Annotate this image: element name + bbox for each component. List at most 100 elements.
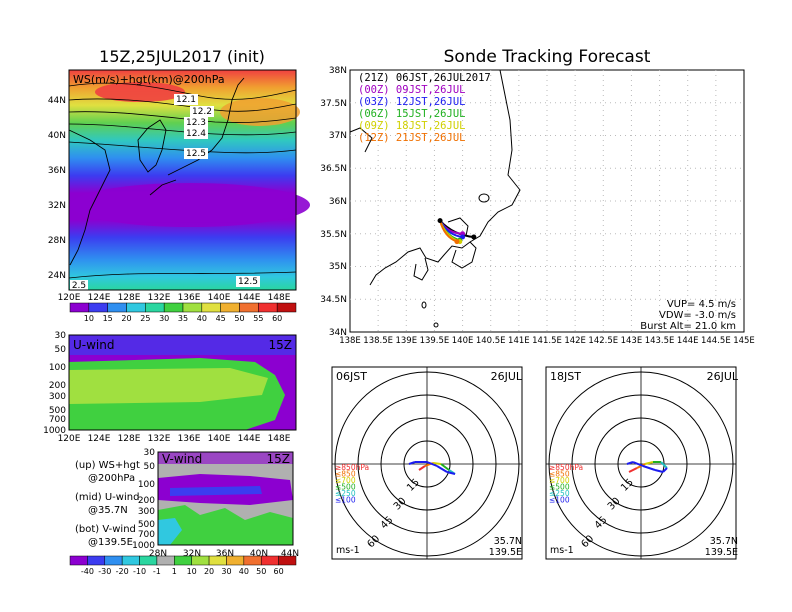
colorbar-tick: -30 (98, 567, 111, 576)
lon-tick: 148E (268, 434, 291, 444)
map-title: 15Z,25JUL2017 (init) (99, 47, 265, 66)
hodograph-18jst-text: 18JST 26JUL 35.7N 139.5E ms-1 (550, 370, 739, 558)
p-tick: 50 (144, 462, 156, 472)
ws-map-frame (68, 69, 297, 291)
lon-tick: 124E (88, 434, 111, 444)
p-tick: 100 (138, 480, 155, 490)
colorbar-tick: 30 (159, 314, 169, 323)
hodo-unit: ms-1 (550, 545, 574, 556)
lon-tick: 136E (178, 293, 201, 303)
colorbar-tick: 1 (172, 567, 177, 576)
lat-tick: 37.5N (320, 99, 347, 109)
launch-point (437, 218, 443, 224)
hodo-level-label: ≤700 (335, 476, 356, 485)
contour-label: 12.3 (186, 118, 206, 128)
lat-tick: 35.5N (320, 230, 347, 240)
colorbar-tick: 35 (178, 314, 188, 323)
v-field-neg-low (158, 518, 182, 545)
colorbar-tick: 40 (197, 314, 207, 323)
colorbar-tick: 20 (204, 567, 214, 576)
tracking-lat-ticks: 38N 37.5N 37N 36.5N 36N 35.5N 35N 34.5N … (320, 66, 347, 338)
lat-tick: 44N (281, 549, 299, 559)
colorbar-swatch (107, 302, 127, 313)
coastline-izu (413, 257, 429, 281)
lon-tick: 144E (238, 293, 261, 303)
lon-tick: 124E (88, 293, 111, 303)
colorbar-swatch (220, 302, 240, 313)
hodo-trace (432, 462, 442, 465)
p-tick: 1000 (132, 541, 155, 551)
u-wind-panel: U-wind 15Z (68, 334, 297, 431)
stat-burst: Burst Alt= 21.0 km (640, 321, 736, 332)
colorbar-swatch (156, 555, 175, 566)
v-field-top (158, 452, 293, 464)
hodo-trace (426, 461, 438, 467)
stat-vup: VUP= 4.5 m/s (667, 299, 736, 310)
p-tick: 300 (49, 392, 66, 402)
hodo-trace (654, 469, 664, 473)
note-line: @139.5E (88, 537, 133, 548)
v-wind-frame (157, 451, 294, 546)
hodo-trace (440, 463, 450, 471)
colorbar-swatch (191, 555, 210, 566)
u-field-core (69, 368, 268, 404)
coastline-honshu (369, 69, 521, 286)
hodo-level-label: ≤500 (335, 483, 356, 492)
lat-tick: 32N (48, 201, 66, 211)
contour-label: 12.5 (186, 149, 206, 159)
hodo-date: 26JUL (707, 370, 739, 383)
lon-tick: 141E (508, 336, 530, 346)
colorbar-tick: 50 (256, 567, 266, 576)
u-wind-time: 15Z (269, 338, 293, 352)
colorbar-tick: 60 (274, 567, 284, 576)
colorbar-swatch (87, 555, 106, 566)
hodo-trace (642, 465, 656, 471)
note-line: (bot) V-wind (75, 524, 136, 535)
coastline-bay (447, 217, 469, 237)
tracking-legend: (21Z) 06JST,26JUL2017 (00Z) 09JST,26JUL … (358, 72, 491, 144)
colorbar-swatch (258, 302, 278, 313)
lon-tick: 141.5E (532, 336, 562, 346)
hodo-trace (644, 461, 654, 465)
colorbar-tick: 55 (253, 314, 263, 323)
island (433, 322, 439, 328)
island (421, 301, 427, 309)
colorbar-swatch (278, 555, 297, 566)
lon-tick: 120E (58, 293, 81, 303)
lon-tick: 144E (677, 336, 699, 346)
u-wind-label: U-wind (73, 338, 114, 352)
colorbar-swatch (276, 302, 297, 313)
note-line: @200hPa (88, 473, 135, 484)
ws-colorbar-ticks: 10 15 20 25 30 35 40 45 50 55 60 (84, 314, 283, 323)
colorbar-swatch (243, 555, 262, 566)
colorbar-swatch (226, 555, 245, 566)
lat-tick: 44N (48, 96, 66, 106)
colorbar-swatch (201, 302, 221, 313)
colorbar-tick: -40 (81, 567, 94, 576)
hodo-ring (334, 371, 520, 557)
tracking-map (349, 69, 745, 333)
hodo-level-label: ≤250 (549, 489, 570, 498)
hodo-trace (446, 471, 456, 475)
hodo-trace (628, 467, 638, 473)
lon-tick: 142E (564, 336, 586, 346)
p-tick: 30 (144, 448, 156, 458)
lon-tick: 145E (733, 336, 755, 346)
ws-map-lon-ticks: 120E 124E 128E 132E 136E 140E 144E 148E (58, 293, 291, 303)
legend-entry: (09Z) 18JST,26JUL (358, 120, 465, 132)
p-tick: 200 (138, 496, 155, 506)
p-tick: 200 (49, 381, 66, 391)
colorbar-tick: -1 (153, 567, 161, 576)
lat-tick: 38N (329, 66, 347, 76)
lat-tick: 28N (149, 549, 167, 559)
colorbar-swatch (239, 302, 259, 313)
p-tick: 100 (49, 363, 66, 373)
legend-entry: (06Z) 15JST,26JUL (358, 108, 465, 120)
lat-tick: 24N (48, 271, 66, 281)
colorbar-tick: 50 (234, 314, 244, 323)
p-tick: 700 (49, 415, 66, 425)
hodo-date: 26JUL (491, 370, 523, 383)
wind-colorbar (69, 555, 297, 566)
